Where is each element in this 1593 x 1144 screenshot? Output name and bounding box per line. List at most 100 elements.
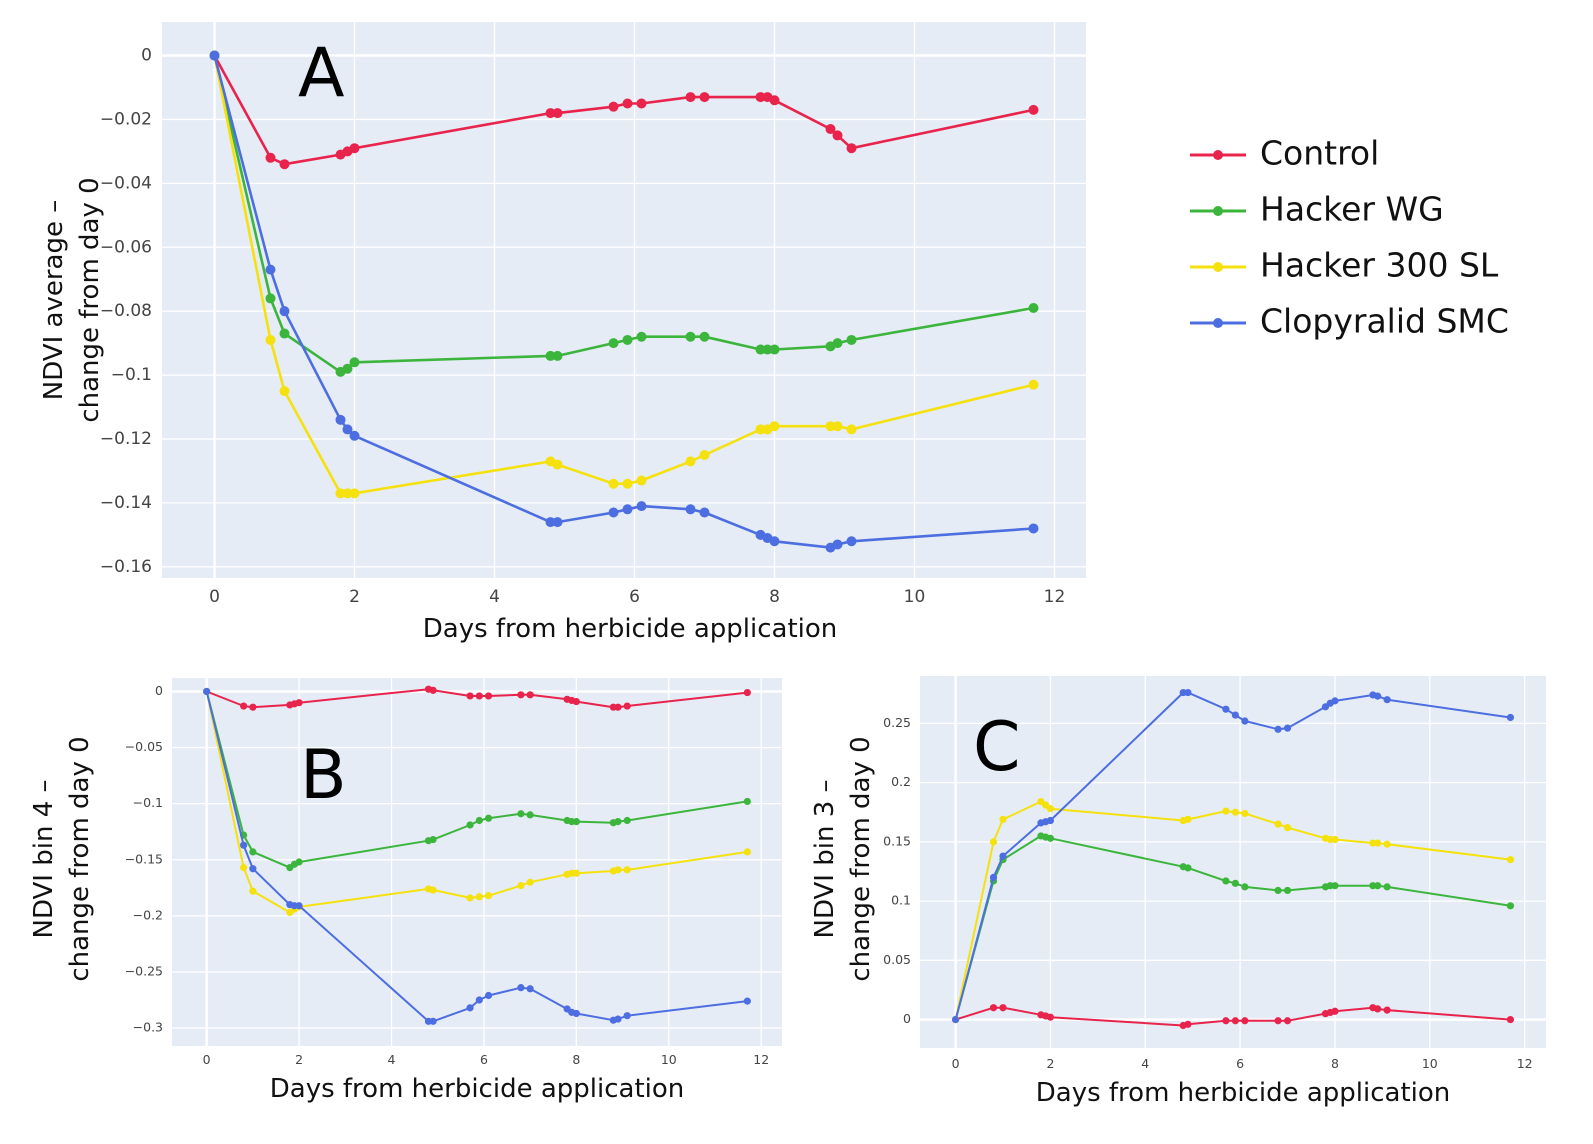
data-point [1222, 877, 1230, 885]
data-point [699, 507, 710, 518]
data-point [475, 893, 483, 901]
data-point [295, 858, 303, 866]
y-axis-title: NDVI bin 4 – change from day 0 [29, 736, 95, 981]
data-point [699, 92, 710, 103]
x-tick-label: 6 [1236, 1056, 1244, 1071]
data-point [1383, 1006, 1391, 1014]
data-point [484, 892, 493, 900]
y-tick-label: 0.1 [891, 893, 911, 908]
data-point [951, 1015, 960, 1024]
data-point [475, 996, 483, 1004]
data-point [484, 814, 493, 822]
legend-swatch-marker [1213, 318, 1223, 328]
y-tick-label: −0.05 [125, 739, 163, 754]
y-tick-label: 0.25 [883, 715, 911, 730]
data-point [1331, 697, 1339, 705]
data-point [755, 344, 766, 355]
legend-label: Hacker WG [1260, 190, 1444, 229]
legend-swatch-marker [1213, 206, 1223, 216]
data-point [999, 852, 1007, 860]
x-tick-label: 6 [480, 1052, 488, 1067]
data-point [699, 331, 710, 342]
data-point [1274, 725, 1282, 733]
data-point [685, 504, 696, 515]
data-point [989, 873, 998, 882]
x-tick-label: 2 [349, 587, 360, 607]
x-tick-label: 4 [388, 1052, 396, 1067]
data-point [279, 386, 290, 397]
data-point [999, 815, 1007, 823]
legend: Control Hacker WG Hacker 300 SL Clopyralid … [1190, 134, 1509, 341]
legend-swatch-marker [1213, 262, 1223, 272]
data-point [1374, 839, 1382, 847]
data-point [999, 1004, 1007, 1012]
data-point [517, 691, 525, 699]
x-tick-label: 8 [1331, 1056, 1339, 1071]
data-point [517, 881, 525, 890]
data-point [1506, 856, 1515, 864]
data-point [1231, 808, 1239, 816]
data-point [265, 264, 276, 275]
y-tick-label: −0.08 [100, 301, 152, 321]
data-point [545, 108, 556, 119]
data-point [279, 306, 290, 317]
data-point [743, 997, 751, 1005]
data-point [279, 159, 290, 170]
data-point [265, 152, 276, 163]
data-point [1241, 717, 1249, 725]
data-point [1331, 1007, 1339, 1015]
data-point [572, 697, 580, 706]
data-point [429, 835, 437, 844]
data-point [1274, 1017, 1282, 1025]
y-tick-label: 0.2 [891, 774, 911, 789]
data-point [1274, 886, 1282, 895]
data-point [743, 688, 751, 697]
data-point [552, 517, 563, 528]
data-point [335, 414, 346, 425]
x-axis-title: Days from herbicide application [1036, 1078, 1451, 1108]
panel-c-chart: 0 2 4 6 8 10 12 0 0.05 0.1 0.15 0.2 0.25 Days from he… [810, 676, 1546, 1108]
data-point [636, 475, 647, 486]
data-point [608, 101, 619, 112]
data-point [552, 350, 563, 361]
data-point [342, 488, 353, 499]
data-point [249, 703, 257, 711]
data-point [475, 692, 483, 700]
data-point [1028, 379, 1039, 390]
data-point [1028, 104, 1039, 115]
y-tick-label: −0.14 [100, 493, 152, 513]
data-point [769, 344, 780, 355]
data-point [1374, 1005, 1382, 1013]
data-point [1231, 711, 1239, 719]
legend-label: Hacker 300 SL [1260, 246, 1499, 285]
data-point [545, 517, 556, 528]
data-point [762, 344, 773, 355]
data-point [526, 985, 534, 993]
data-point [240, 841, 248, 849]
x-tick-label: 12 [753, 1052, 769, 1067]
y-tick-label: −0.2 [133, 907, 163, 922]
data-point [846, 334, 857, 345]
data-point [622, 334, 633, 345]
data-point [685, 92, 696, 103]
data-point [989, 1004, 998, 1012]
data-point [249, 887, 257, 895]
x-tick-label: 2 [295, 1052, 303, 1067]
data-point [349, 430, 360, 441]
x-tick-label: 8 [769, 587, 780, 607]
data-point [484, 991, 493, 1000]
data-point [1506, 1015, 1515, 1024]
data-point [526, 878, 534, 886]
y-tick-label: 0 [903, 1011, 911, 1026]
data-point [572, 1009, 580, 1018]
data-point [1331, 835, 1339, 844]
data-point [349, 143, 360, 154]
data-point [755, 92, 766, 103]
data-point [1506, 713, 1515, 722]
data-point [240, 864, 248, 872]
y-tick-label: −0.02 [100, 109, 152, 129]
data-point [755, 424, 766, 435]
plot-background [920, 676, 1546, 1048]
data-point [1184, 815, 1192, 823]
